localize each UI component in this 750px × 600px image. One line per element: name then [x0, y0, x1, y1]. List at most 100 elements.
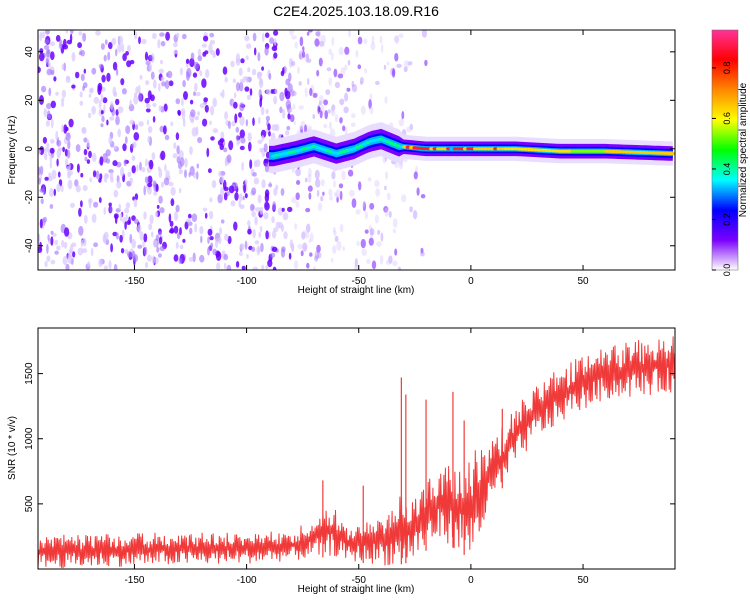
spectrogram-noise-cell — [268, 73, 272, 80]
colorbar-tick-label: 0.6 — [722, 112, 732, 125]
spectrogram-noise-cell — [205, 69, 210, 78]
spectrogram-noise-cell — [271, 216, 275, 224]
ridge-core-cell — [597, 149, 603, 153]
spectrogram-noise-cell — [189, 165, 195, 176]
spectrogram-noise-cell — [300, 125, 303, 134]
spectrogram-noise-cell — [54, 250, 59, 255]
colorbar: 0.0 0.2 0.4 0.6 0.8 Normalized spectral ampl… — [711, 29, 749, 276]
spectrogram-noise-cell — [307, 125, 313, 132]
spectrogram-noise-cell — [50, 259, 56, 265]
ridge-core-cell — [449, 147, 455, 151]
spectrogram-noise-cell — [194, 223, 198, 233]
spectrogram-noise-cell — [207, 168, 212, 174]
spectrogram-noise-cell — [238, 251, 243, 257]
spectrogram-noise-cell — [175, 98, 181, 105]
spectrogram-noise-cell — [334, 235, 339, 242]
ridge-core-cell — [631, 150, 636, 154]
spectrogram-noise-cell — [347, 169, 354, 177]
spectrogram-noise-cell — [200, 235, 203, 244]
spectrogram-noise-cell — [195, 91, 201, 97]
spectrogram-noise-cell — [44, 146, 50, 153]
spectrogram-noise-cell — [46, 103, 52, 110]
spectrogram-noise-cell — [197, 111, 201, 116]
spectrogram-noise-cell — [50, 100, 56, 109]
spectrogram-noise-cell — [61, 64, 65, 70]
spectrogram-noise-cell — [194, 115, 199, 121]
spectrogram-noise-cell — [211, 180, 217, 189]
spectrogram-noise-cell — [70, 202, 75, 208]
spectrogram-noise-cell — [91, 67, 97, 75]
spectrogram-noise-cell — [334, 114, 339, 123]
spectrogram-noise-cell — [141, 166, 146, 173]
spectrogram-noise-cell — [124, 221, 127, 230]
spectrogram-noise-cell — [271, 246, 278, 252]
spectrogram-noise-cell — [201, 78, 207, 88]
ridge-core-cell — [617, 150, 623, 154]
spectrogram-noise-cell — [392, 68, 396, 78]
ridge-core-cell — [590, 149, 596, 153]
spectrogram-noise-cell — [133, 198, 138, 208]
spectrogram-noise-cell — [131, 165, 136, 174]
spectrogram-noise-cell — [394, 52, 399, 62]
spectrogram-noise-cell — [223, 253, 229, 261]
spectrogram-noise-cell — [245, 119, 249, 127]
spectrogram-noise-cell — [201, 43, 207, 48]
spectrogram-noise-cell — [65, 75, 71, 80]
spectrogram-noise-cell — [98, 258, 103, 268]
spectrogram-noise-cell — [288, 252, 292, 260]
spectrogram-noise-cell — [199, 254, 205, 263]
spectrogram-noise-cell — [331, 171, 336, 180]
spectrogram-noise-cell — [62, 256, 68, 266]
ridge-core-cell — [584, 149, 589, 153]
ridge-core-cell — [439, 147, 445, 151]
spectrogram-noise-cell — [360, 238, 366, 249]
spectrogram-noise-cell — [386, 61, 390, 66]
spectrogram-noise-cell — [257, 139, 263, 144]
spectrogram-noise-cell — [354, 264, 359, 270]
snr-series-line — [38, 336, 675, 569]
spectrogram-noise-cell — [269, 37, 275, 44]
spectrogram-noise-cell — [238, 112, 242, 118]
spectrogram-noise-cell — [273, 38, 277, 46]
spectrogram-noise-cell — [76, 163, 80, 173]
spectrogram-noise-cell — [343, 106, 349, 114]
spectrogram-noise-cell — [245, 55, 249, 61]
spectrogram-noise-cell — [121, 43, 125, 53]
ridge-core-cell — [429, 147, 434, 151]
spectrogram-noise-cell — [67, 179, 73, 190]
spectrogram-noise-cell — [305, 53, 309, 60]
spectrogram-noise-cell — [335, 189, 341, 198]
spectrogram-noise-cell — [264, 201, 270, 211]
spectrogram-noise-cell — [187, 221, 193, 227]
spectrogram-noise-cell — [104, 39, 108, 45]
spectrogram-noise-cell — [212, 128, 219, 134]
spectrogram-noise-cell — [45, 30, 50, 35]
spectrogram-noise-cell — [44, 260, 48, 268]
spectrogram-noise-cell — [322, 191, 325, 196]
spectrogram-noise-cell — [240, 137, 246, 144]
spectrogram-noise-cell — [192, 252, 196, 263]
spectrogram-noise-cell — [65, 263, 70, 270]
spectrogram-noise-cell — [82, 238, 87, 247]
ridge-core-cell — [422, 147, 428, 151]
spectrogram-noise-cell — [181, 33, 187, 40]
spectrogram-noise-cell — [80, 239, 84, 248]
spec-y-tick-label: 20 — [24, 94, 35, 106]
ridge-core-cell — [351, 147, 357, 151]
spec-x-tick-label: -150 — [124, 276, 144, 287]
spectrogram-noise-cell — [147, 126, 153, 134]
spectrogram-noise-cell — [115, 48, 118, 57]
spectrogram-noise-cell — [244, 35, 250, 42]
spectrogram-noise-cell — [203, 97, 208, 103]
spectrogram-noise-cell — [407, 61, 413, 66]
spectrogram-noise-cell — [77, 42, 82, 49]
spectrogram-noise-cell — [190, 109, 196, 118]
spectrogram-noise-cell — [160, 150, 166, 161]
spectrogram-noise-cell — [349, 190, 355, 197]
spectrogram-noise-cell — [121, 88, 127, 95]
spectrogram-y-axis: -40 -20 0 20 40 — [24, 46, 675, 253]
spectrogram-noise-cell — [78, 207, 82, 217]
spectrogram-noise-cell — [108, 136, 113, 145]
spectrogram-noise-cell — [351, 84, 358, 93]
spectrogram-noise-cell — [344, 64, 348, 71]
